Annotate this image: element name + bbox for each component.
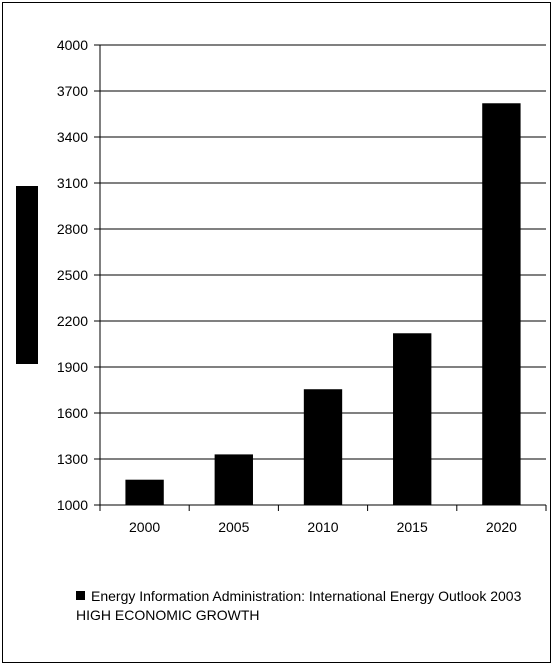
y-tick-label: 1000 <box>57 497 88 513</box>
legend-swatch <box>76 591 85 600</box>
x-tick-label: 2015 <box>397 519 428 535</box>
axes <box>94 44 547 511</box>
legend: Energy Information Administration: Inter… <box>76 587 546 625</box>
legend-label: Energy Information Administration: Inter… <box>76 588 522 623</box>
y-tick-label: 3100 <box>57 175 88 191</box>
bars <box>125 103 521 506</box>
y-tick-label: 3700 <box>57 83 88 99</box>
bar <box>482 103 521 506</box>
y-tick-label: 2500 <box>57 267 88 283</box>
bar <box>393 333 432 505</box>
y-axis-title-block <box>16 186 38 364</box>
x-tick-label: 2020 <box>486 519 517 535</box>
x-tick-label: 2010 <box>307 519 338 535</box>
y-tick-label: 4000 <box>57 37 88 53</box>
y-tick-label: 3400 <box>57 129 88 145</box>
y-tick-label: 1900 <box>57 359 88 375</box>
bar <box>214 454 253 505</box>
y-tick-label: 2800 <box>57 221 88 237</box>
tick-labels: 1000 1300 1600 1900 2200 2500 2800 3100 3400 3700… <box>57 37 517 535</box>
bar <box>303 389 343 505</box>
y-tick-label: 1600 <box>57 405 88 421</box>
y-tick-label: 1300 <box>57 451 88 467</box>
x-tick-label: 2000 <box>129 519 160 535</box>
bar <box>125 479 164 505</box>
bar-chart: 1000 1300 1600 1900 2200 2500 2800 3100 3400 3700… <box>16 37 547 535</box>
y-tick-label: 2200 <box>57 313 88 329</box>
grid-lines <box>100 44 546 506</box>
x-tick-label: 2005 <box>218 519 249 535</box>
